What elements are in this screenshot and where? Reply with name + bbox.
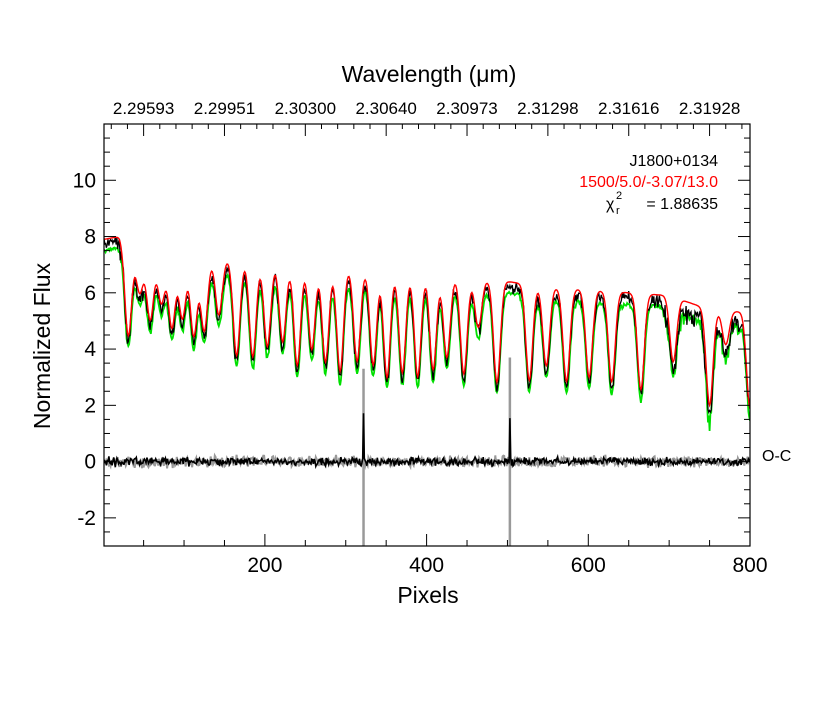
model-params-label: 1500/5.0/-3.07/13.0 bbox=[579, 174, 718, 191]
top-tick-label-7: 2.31616 bbox=[598, 99, 659, 118]
tick-layer: 200 400 600 800 2.29593 2.29951 2.30300 2.30640… bbox=[73, 99, 768, 577]
top-tick-label-1: 2.29593 bbox=[113, 99, 174, 118]
object-name-label: J1800+0134 bbox=[629, 153, 718, 170]
y-tick-label-2: 2 bbox=[84, 394, 96, 417]
x-axis-title: Pixels bbox=[397, 582, 458, 608]
chi2-superscript: 2 bbox=[616, 190, 622, 202]
top-tick-label-3: 2.30300 bbox=[275, 99, 336, 118]
plot-layer bbox=[104, 236, 750, 546]
x-tick-label-800: 800 bbox=[732, 554, 767, 577]
y-tick-label-10: 10 bbox=[73, 169, 96, 192]
green-model-series-line bbox=[104, 246, 750, 431]
plot-clipped-group bbox=[104, 236, 750, 546]
chi2-symbol: χ bbox=[606, 196, 615, 213]
red-model-series-line bbox=[104, 236, 750, 409]
y-tick-label-8: 8 bbox=[84, 226, 96, 249]
top-tick-label-2: 2.29951 bbox=[194, 99, 255, 118]
x-tick-label-600: 600 bbox=[571, 554, 606, 577]
residual-label: O-C bbox=[762, 448, 791, 465]
top-axis-title: Wavelength (μm) bbox=[342, 61, 517, 87]
top-tick-label-8: 2.31928 bbox=[679, 99, 740, 118]
y-tick-label-0: 0 bbox=[84, 451, 96, 474]
x-tick-label-200: 200 bbox=[247, 554, 282, 577]
top-tick-label-6: 2.31298 bbox=[517, 99, 578, 118]
y-tick-label--2: -2 bbox=[77, 507, 96, 530]
y-tick-label-4: 4 bbox=[84, 338, 96, 361]
top-tick-label-4: 2.30640 bbox=[355, 99, 416, 118]
y-axis-title: Normalized Flux bbox=[29, 262, 55, 429]
chi2-value: = 1.88635 bbox=[646, 196, 718, 213]
residual-series-line bbox=[104, 413, 750, 470]
y-tick-label-6: 6 bbox=[84, 282, 96, 305]
chi2-label: χ 2 r = 1.88635 bbox=[606, 190, 718, 217]
x-tick-label-400: 400 bbox=[409, 554, 444, 577]
top-tick-label-5: 2.30973 bbox=[436, 99, 497, 118]
chi2-subscript: r bbox=[616, 205, 620, 217]
